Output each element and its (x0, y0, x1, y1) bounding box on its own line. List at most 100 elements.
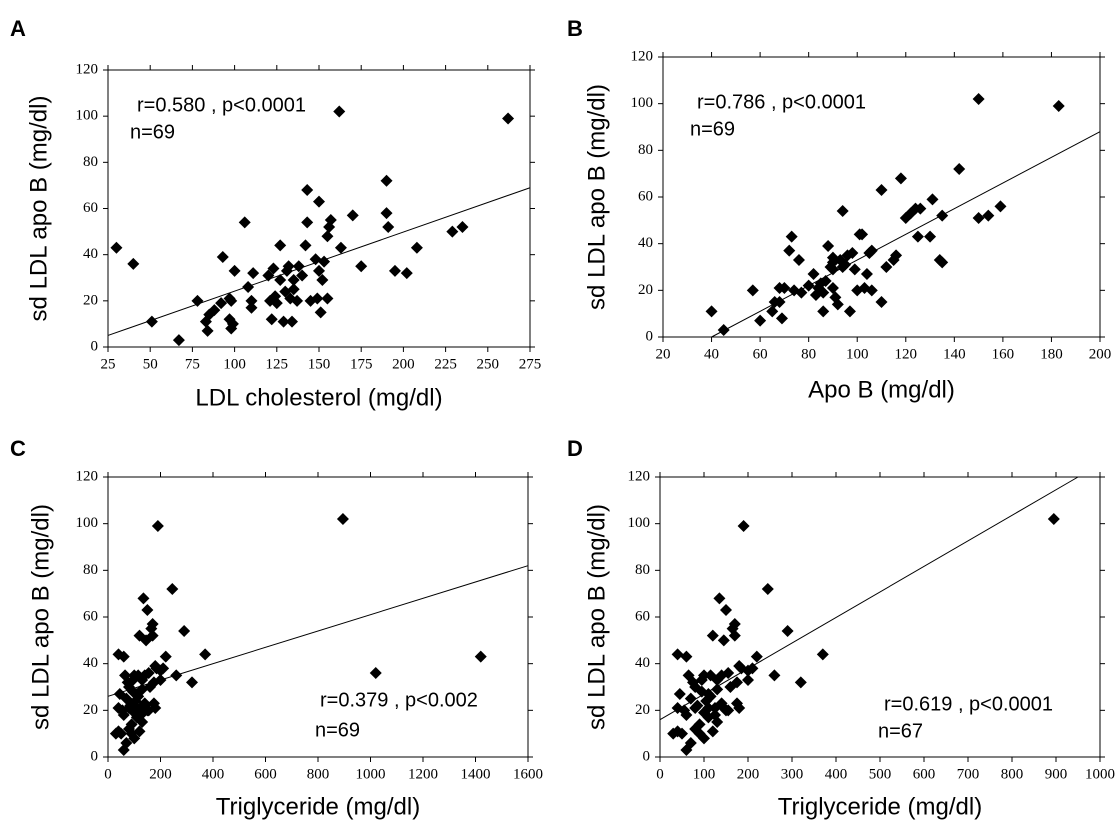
point (705, 305, 718, 318)
point (274, 274, 287, 287)
point (865, 244, 878, 257)
point (671, 648, 684, 661)
point (792, 254, 805, 266)
point (321, 230, 334, 243)
point (684, 692, 697, 705)
point (242, 280, 255, 293)
point (291, 294, 304, 307)
point (807, 268, 820, 280)
point (746, 284, 759, 297)
point (717, 634, 730, 647)
annotation: r=0.619 , p<0.0001 (884, 693, 1053, 715)
plot-frame (107, 476, 529, 758)
x-tick-label: 200 (737, 766, 760, 782)
point (953, 163, 966, 175)
point (822, 240, 835, 252)
point (147, 697, 160, 710)
y-tick-label: 20 (83, 292, 98, 308)
y-axis-label: sd LDL apo B (mg/dl) (25, 96, 52, 322)
point (982, 209, 995, 222)
y-tick-label: 120 (76, 468, 99, 484)
point (766, 305, 779, 318)
point (380, 174, 393, 187)
point (382, 220, 395, 233)
point (846, 247, 859, 259)
point (141, 604, 154, 616)
point (410, 241, 423, 254)
point (860, 268, 873, 280)
point (839, 258, 852, 271)
annotation: n=69 (690, 118, 735, 140)
point (817, 305, 830, 318)
point (826, 263, 839, 276)
x-tick-label: 1000 (1085, 766, 1115, 782)
point (172, 334, 185, 347)
x-tick-label: 225 (434, 356, 457, 372)
point (746, 662, 759, 675)
y-axis-label: sd LDL apo B (mg/dl) (27, 504, 54, 730)
x-tick-label: 1400 (461, 766, 491, 782)
point (446, 225, 459, 238)
y-tick-label: 0 (646, 328, 654, 344)
point (123, 723, 135, 735)
x-tick-label: 25 (101, 356, 116, 372)
point (875, 296, 888, 308)
point (225, 294, 238, 307)
panel-label: D (567, 436, 583, 461)
panel-label: A (10, 16, 26, 41)
point (936, 209, 949, 222)
point (709, 702, 721, 714)
point (311, 292, 324, 305)
point (1052, 100, 1065, 112)
point (145, 315, 158, 328)
annotation: n=69 (130, 121, 175, 143)
point (132, 690, 145, 703)
y-tick-label: 20 (635, 702, 650, 718)
point (324, 214, 337, 227)
point (816, 648, 829, 661)
y-tick-label: 0 (91, 748, 99, 764)
point (208, 304, 221, 317)
point (717, 324, 730, 336)
point (287, 283, 300, 296)
point (133, 725, 146, 738)
point (673, 688, 686, 700)
x-tick-label: 1600 (513, 766, 543, 782)
x-tick-label: 80 (801, 346, 816, 362)
x-tick-label: 300 (781, 766, 804, 782)
point (120, 737, 133, 749)
point (201, 324, 214, 337)
point (334, 241, 347, 254)
point (130, 711, 143, 724)
point (474, 650, 487, 663)
panel-label: B (567, 16, 583, 41)
point (865, 284, 878, 297)
point (713, 592, 726, 605)
y-tick-label: 20 (83, 702, 98, 718)
panel-label: C (10, 436, 26, 461)
y-tick-label: 80 (83, 562, 98, 578)
x-tick-label: 100 (223, 356, 246, 372)
point (146, 629, 159, 642)
y-tick-label: 120 (76, 61, 99, 77)
x-tick-label: 60 (753, 346, 768, 362)
x-tick-label: 40 (704, 346, 719, 362)
point (110, 241, 123, 254)
y-tick-label: 60 (83, 608, 98, 624)
y-tick-label: 100 (76, 108, 99, 124)
point (301, 184, 314, 197)
point (819, 275, 832, 287)
y-tick-label: 40 (83, 246, 98, 262)
point (843, 305, 856, 318)
point (706, 725, 719, 738)
point (926, 193, 939, 206)
point (768, 669, 781, 682)
point (137, 592, 150, 605)
point (296, 269, 309, 282)
point (972, 212, 985, 224)
point (728, 629, 741, 642)
point (238, 216, 251, 229)
x-tick-label: 275 (519, 356, 542, 372)
point (936, 256, 949, 269)
x-tick-label: 150 (308, 356, 331, 372)
